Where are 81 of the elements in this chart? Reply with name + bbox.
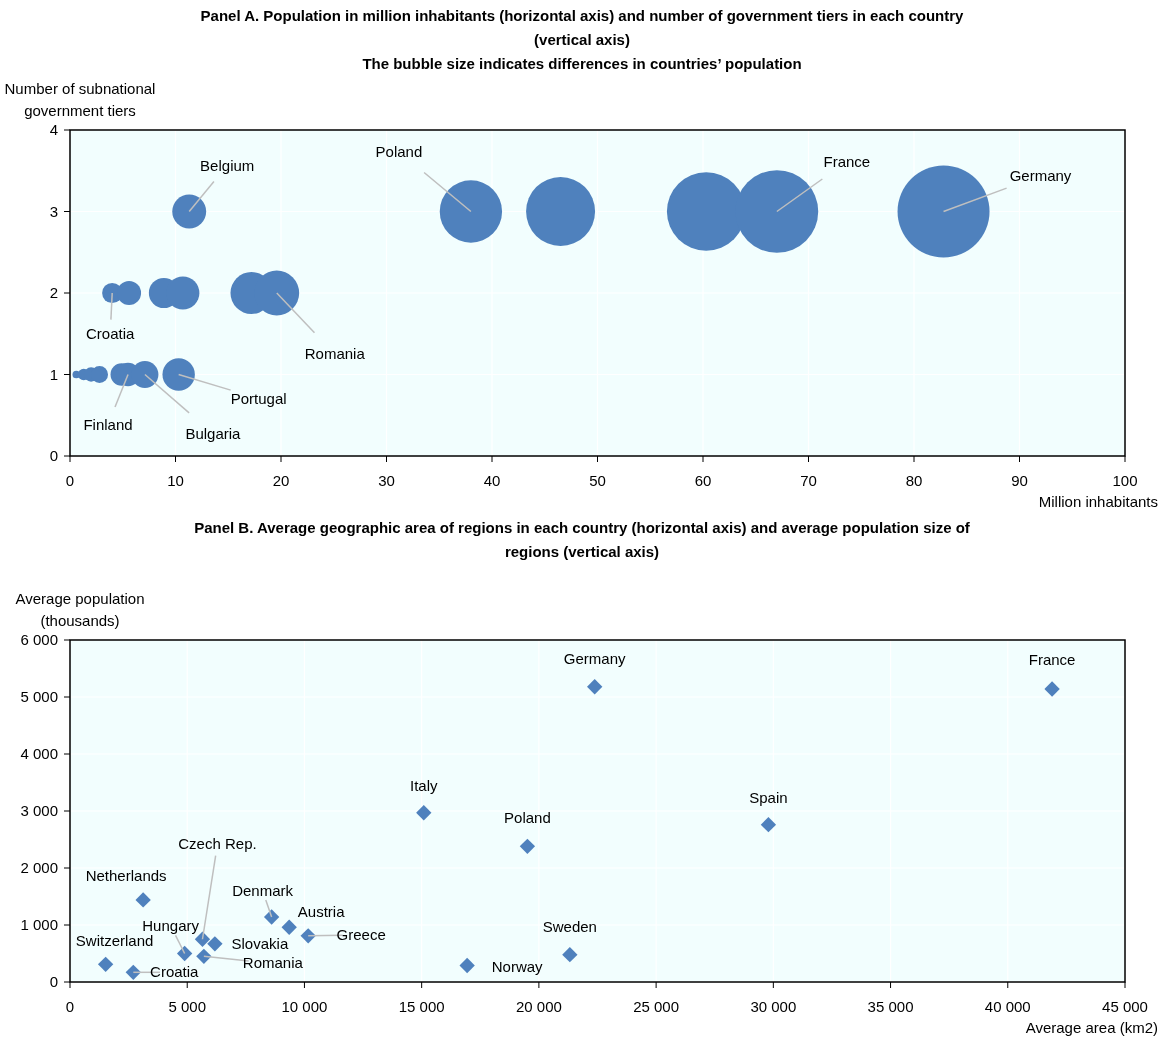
y-tick-label: 4 000	[20, 745, 58, 762]
x-tick-label: 15 000	[398, 998, 445, 1015]
x-tick-label: 35 000	[867, 998, 914, 1015]
annotation: Belgium	[200, 156, 255, 174]
y-tick-label: 2	[49, 284, 58, 301]
annotation: Romania	[242, 954, 304, 972]
annotation: Croatia	[150, 963, 200, 981]
x-axis-title: Average area (km2)	[1025, 1019, 1158, 1036]
point	[1044, 681, 1060, 697]
point	[519, 838, 536, 855]
point	[97, 956, 114, 972]
annotation: Greece	[336, 925, 386, 943]
annotation: Norway	[491, 958, 544, 976]
point	[760, 817, 777, 833]
x-tick-label: 90	[1011, 472, 1028, 489]
annotation: Hungary	[142, 916, 200, 934]
y-tick-label: 2 000	[20, 859, 58, 876]
x-tick-label: 100	[1112, 472, 1138, 489]
x-tick-label: 80	[905, 472, 923, 489]
chart-title: Panel B. Average geographic area of regions in each country (horizontal axis) and average population size of regions (vertical axis)	[194, 519, 971, 560]
point	[196, 948, 212, 965]
x-tick-label: 60	[694, 472, 712, 489]
annotation: Italy	[410, 776, 439, 794]
annotation: Poland	[375, 142, 423, 160]
annotation: Austria	[297, 903, 346, 921]
x-tick-label: 40	[483, 472, 501, 489]
point	[207, 936, 223, 952]
y-tick-label: 0	[49, 973, 58, 990]
annotation: Spain	[749, 788, 788, 806]
point	[281, 919, 297, 935]
x-tick-label: 40 000	[984, 998, 1031, 1015]
x-tick-label: 10 000	[281, 998, 328, 1015]
point	[135, 892, 151, 908]
x-tick-label: 50	[589, 472, 606, 489]
x-tick-label: 10	[167, 472, 184, 489]
x-tick-label: 70	[800, 472, 817, 489]
annotation: Germany	[1009, 166, 1072, 184]
x-tick-label: 5 000	[168, 998, 206, 1015]
point	[459, 957, 475, 974]
y-tick-label: 6 000	[20, 631, 58, 648]
x-tick-label: 25 000	[633, 998, 680, 1015]
y-tick-label: 4	[49, 121, 58, 138]
annotation: France	[1028, 651, 1076, 669]
annotation: Croatia	[86, 325, 136, 342]
annotation: Finland	[83, 415, 133, 433]
x-tick-label: 20 000	[515, 998, 562, 1015]
y-tick-label: 3 000	[20, 802, 58, 819]
x-tick-label: 0	[65, 998, 75, 1015]
y-tick-label: 3	[49, 202, 58, 220]
annotation: Portugal	[230, 389, 287, 407]
point	[300, 928, 316, 944]
chart-subtitle: The bubble size indicates differences in countries’ population	[362, 55, 802, 72]
annotation: Slovakia	[231, 934, 289, 952]
annotation: Poland	[504, 809, 551, 827]
y-axis-title: Average population (thousands)	[15, 590, 145, 629]
x-axis-title: Million inhabitants	[1038, 493, 1158, 510]
y-tick-label: 0	[49, 447, 58, 464]
annotation: Denmark	[232, 882, 294, 900]
chart-title: Panel A. Population in million inhabitants (horizontal axis) and number of government tiers in each country (vertical axis)	[200, 7, 965, 48]
x-tick-label: 20	[272, 472, 290, 489]
x-tick-label: 30	[378, 472, 395, 489]
annotation: Bulgaria	[185, 424, 242, 442]
annotation: Switzerland	[75, 932, 154, 950]
annotation: Germany	[563, 649, 627, 667]
x-tick-label: 45 000	[1102, 998, 1148, 1015]
annotation: France	[823, 152, 871, 170]
point	[263, 909, 280, 925]
point	[562, 946, 578, 963]
annotation: Czech Rep.	[178, 835, 257, 853]
x-tick-label: 30 000	[750, 998, 797, 1015]
y-axis-title: Number of subnational government tiers	[4, 80, 156, 119]
annotation: Netherlands	[85, 866, 167, 884]
point	[416, 805, 432, 821]
y-tick-label: 5 000	[20, 688, 58, 705]
annotation: Sweden	[542, 917, 597, 935]
annotation: Romania	[304, 345, 366, 362]
x-tick-label: 0	[65, 472, 75, 489]
y-tick-label: 1 000	[20, 916, 58, 933]
point	[125, 964, 141, 980]
y-tick-label: 1	[49, 365, 58, 383]
point	[587, 679, 603, 695]
